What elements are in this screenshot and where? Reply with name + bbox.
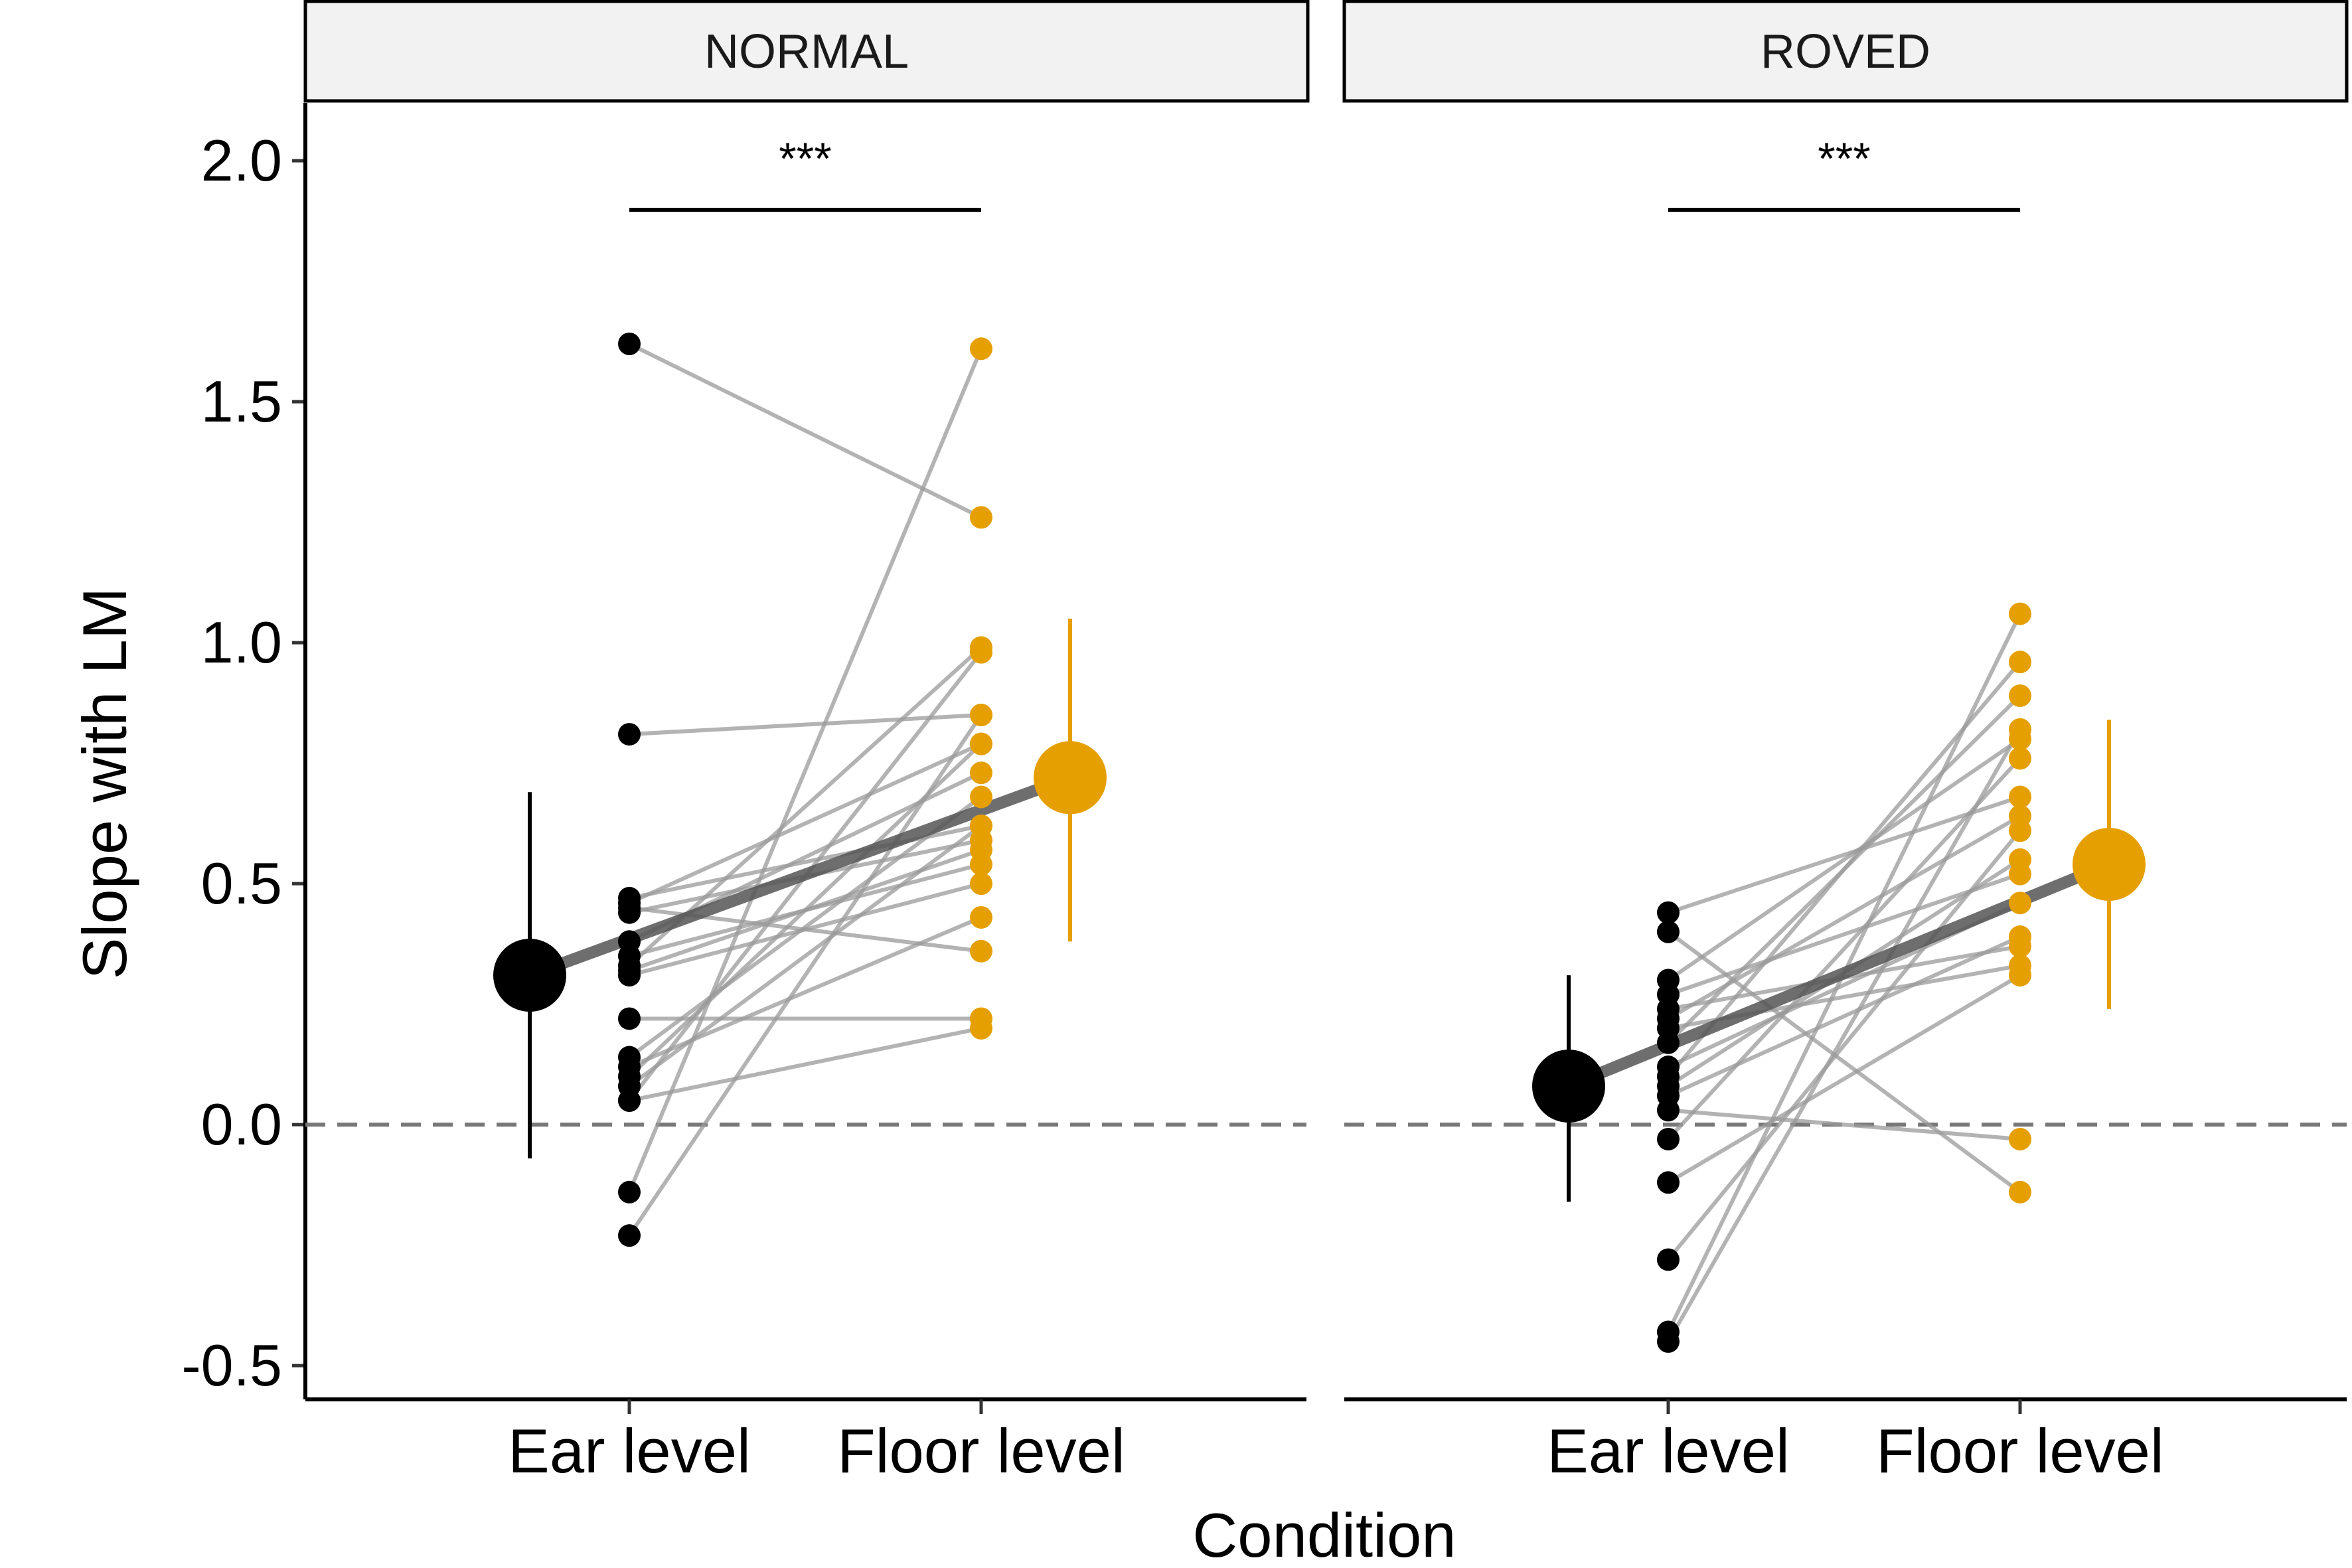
- y-tick-label-2: 0.5: [201, 850, 282, 916]
- point-floor-normal-10: [970, 872, 992, 896]
- point-ear-normal-18: [618, 1180, 641, 1204]
- y-tick-label-4: 1.5: [201, 368, 282, 434]
- pair-line-normal-3: [628, 742, 982, 905]
- point-floor-roved-17: [2009, 718, 2031, 741]
- point-ear-roved-7: [1657, 1031, 1680, 1054]
- point-floor-normal-16: [970, 1016, 992, 1040]
- pair-line-normal-12: [628, 795, 982, 1059]
- pair-line-roved-0: [1668, 795, 2021, 915]
- plot-area-roved: Ear level Floor level ***: [1344, 133, 2347, 1486]
- sig-label-normal: ***: [779, 133, 831, 184]
- mean-point-ear-normal: [493, 939, 566, 1012]
- pair-line-roved-2: [1667, 737, 2021, 982]
- point-floor-roved-11: [2009, 925, 2031, 949]
- plot-area-normal: Ear level Floor level ***: [303, 103, 1306, 1486]
- point-floor-roved-10: [2009, 848, 2031, 871]
- point-floor-normal-17: [970, 641, 992, 664]
- pair-line-normal-0: [628, 342, 982, 520]
- point-floor-roved-1: [2009, 1180, 2031, 1204]
- y-tick-label-5: 2.0: [201, 127, 282, 193]
- pair-line-normal-18: [627, 348, 983, 1193]
- point-ear-roved-0: [1657, 901, 1680, 924]
- point-floor-roved-8: [2009, 892, 2031, 915]
- y-axis-title: Slope with LM: [70, 588, 139, 979]
- point-floor-roved-0: [2009, 785, 2031, 809]
- point-floor-roved-15: [2009, 819, 2031, 842]
- point-floor-roved-13: [2009, 747, 2031, 770]
- panel-roved: ROVED Ear level Floor level ***: [1342, 0, 2349, 1486]
- point-floor-normal-4: [970, 939, 992, 963]
- y-tick-label-1: 0.0: [201, 1091, 282, 1157]
- point-floor-normal-18: [970, 337, 992, 360]
- point-floor-normal-13: [970, 905, 992, 929]
- point-floor-normal-6: [970, 761, 992, 785]
- point-ear-normal-1: [618, 723, 641, 746]
- point-floor-roved-12: [2009, 1127, 2031, 1150]
- point-floor-roved-14: [2009, 964, 2031, 987]
- y-tick-group: -0.5 0.0 0.5 1.0 1.5 2.0: [181, 127, 305, 1398]
- pair-line-normal-13: [628, 915, 982, 1069]
- x-tick-label-roved-1: Floor level: [1876, 1416, 2164, 1486]
- point-ear-roved-13: [1657, 1127, 1680, 1150]
- point-floor-normal-9: [970, 838, 992, 862]
- point-ear-roved-12: [1657, 1099, 1680, 1122]
- pair-line-roved-13: [1666, 757, 2022, 1140]
- point-ear-normal-5: [618, 901, 641, 924]
- point-ear-normal-19: [618, 1224, 641, 1247]
- point-floor-normal-12: [970, 785, 992, 809]
- pair-line-normal-15: [628, 824, 982, 1088]
- point-floor-roved-9: [2009, 651, 2031, 674]
- point-ear-normal-10: [618, 964, 641, 987]
- point-ear-roved-15: [1657, 1248, 1680, 1271]
- pair-line-roved-11: [1667, 935, 2021, 1098]
- strip-roved: [1342, 0, 2349, 103]
- point-floor-normal-15: [970, 815, 992, 838]
- point-ear-normal-0: [618, 333, 641, 356]
- x-tick-label-normal-1: Floor level: [837, 1416, 1125, 1486]
- point-floor-roved-7: [2009, 684, 2031, 708]
- point-ear-roved-1: [1657, 920, 1680, 943]
- sig-label-roved: ***: [1818, 133, 1870, 184]
- point-floor-normal-19: [970, 704, 992, 727]
- x-tick-label-normal-0: Ear level: [508, 1416, 751, 1486]
- point-floor-roved-16: [2009, 602, 2031, 625]
- point-ear-roved-17: [1657, 1330, 1680, 1353]
- mean-point-floor-normal: [1034, 741, 1107, 815]
- strip-label-roved: ROVED: [1761, 25, 1930, 78]
- pair-line-roved-3: [1668, 872, 2021, 996]
- pair-line-roved-14: [1667, 973, 2021, 1184]
- pair-line-normal-16: [629, 1026, 982, 1103]
- strip-label-normal: NORMAL: [704, 25, 909, 78]
- pair-line-normal-1: [629, 713, 982, 737]
- point-ear-roved-14: [1657, 1171, 1680, 1194]
- pair-line-roved-12: [1668, 1108, 2021, 1141]
- point-floor-normal-0: [970, 506, 992, 529]
- mean-point-ear-roved: [1532, 1050, 1605, 1123]
- point-ear-normal-17: [618, 1089, 641, 1112]
- pair-line-roved-17: [1666, 728, 2022, 1343]
- mean-point-floor-roved: [2073, 828, 2146, 902]
- point-floor-normal-14: [970, 732, 992, 755]
- point-ear-normal-11: [618, 1007, 641, 1030]
- y-axis: Slope with LM -0.5 0.0 0.5 1.0 1.5 2.0: [70, 127, 305, 1398]
- x-tick-label-roved-0: Ear level: [1547, 1416, 1790, 1486]
- x-axis-title: Condition: [1192, 1500, 1456, 1568]
- y-tick-label-0: -0.5: [181, 1332, 282, 1398]
- panel-normal: NORMAL Ear level Floor level ***: [303, 0, 1310, 1486]
- strip-normal: [303, 0, 1310, 103]
- y-tick-label-3: 1.0: [201, 609, 282, 675]
- pair-line-normal-19: [627, 714, 983, 1237]
- pair-line-roved-15: [1666, 829, 2022, 1261]
